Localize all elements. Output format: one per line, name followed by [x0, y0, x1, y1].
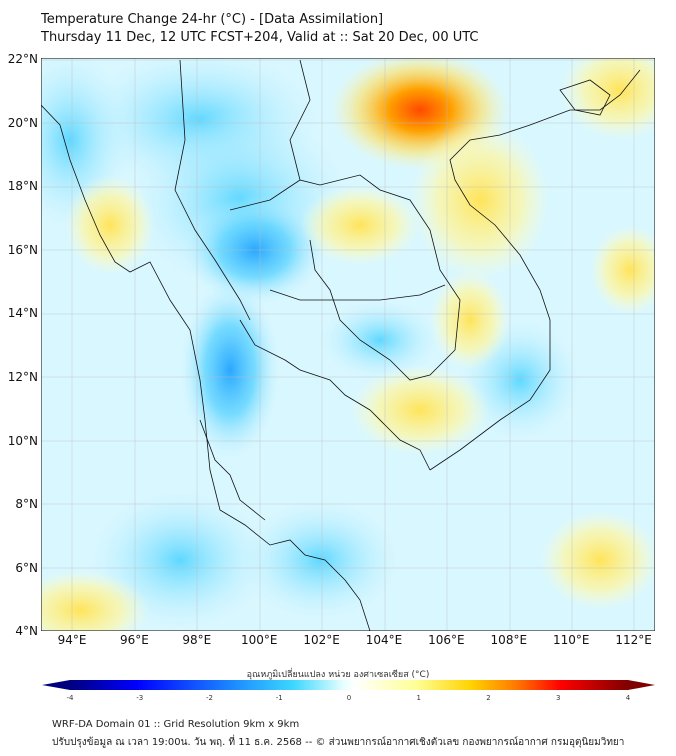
colorbar-tick-label: 3: [556, 694, 561, 702]
latitude-label: 10°N: [7, 433, 38, 448]
footer-model-info: WRF-DA Domain 01 :: Grid Resolution 9km …: [52, 719, 300, 730]
longitude-label: 94°E: [57, 633, 87, 647]
colorbar-title: อุณหภูมิเปลี่ยนแปลง หน่วย องศาเซลเซียส (…: [246, 670, 430, 680]
colorbar-tick-label: -3: [136, 694, 144, 702]
colorbar: [42, 680, 655, 690]
colorbar-min-arrow: [42, 680, 70, 690]
latitude-label: 20°N: [7, 115, 38, 130]
latitude-label: 12°N: [7, 370, 38, 384]
graticule: [41, 58, 655, 631]
colorbar-scale: [70, 680, 628, 690]
latitude-label: 4°N: [15, 624, 38, 639]
footer-update-info: ปรับปรุงข้อมูล ณ เวลา 19:00น. วัน พฤ. ที…: [52, 737, 625, 748]
colorbar-tick-label: 2: [486, 694, 491, 702]
latitude-label: 6°N: [15, 560, 38, 575]
latitude-label: 14°N: [7, 306, 38, 321]
longitude-label: 100°E: [240, 633, 278, 647]
latitude-label: 16°N: [7, 242, 38, 257]
colorbar-tick-label: -1: [275, 694, 283, 702]
longitude-label: 98°E: [182, 633, 212, 647]
latitude-label: 22°N: [7, 52, 38, 66]
longitude-label: 102°E: [303, 633, 340, 647]
latitude-label: 18°N: [7, 179, 38, 194]
longitude-label: 96°E: [119, 633, 149, 647]
temperature-field: [41, 58, 655, 631]
colorbar-tick-label: -2: [206, 694, 213, 702]
longitude-label: 104°E: [365, 633, 403, 647]
map-subtitle: Thursday 11 Dec, 12 UTC FCST+204, Valid …: [41, 30, 479, 45]
latitude-label: 8°N: [15, 497, 38, 512]
colorbar-tick-label: 1: [416, 694, 421, 702]
longitude-label: 106°E: [428, 633, 465, 647]
coastlines-and-borders: [41, 59, 641, 631]
colorbar-tick-label: 4: [625, 694, 631, 702]
colorbar-tick-label: -4: [66, 694, 74, 702]
colorbar-tick-label: 0: [346, 694, 352, 702]
map-title: Temperature Change 24-hr (°C) - [Data As…: [41, 12, 384, 27]
longitude-label: 110°E: [552, 633, 590, 647]
colorbar-max-arrow: [628, 680, 655, 690]
longitude-label: 108°E: [490, 633, 528, 647]
longitude-label: 112°E: [615, 633, 652, 647]
